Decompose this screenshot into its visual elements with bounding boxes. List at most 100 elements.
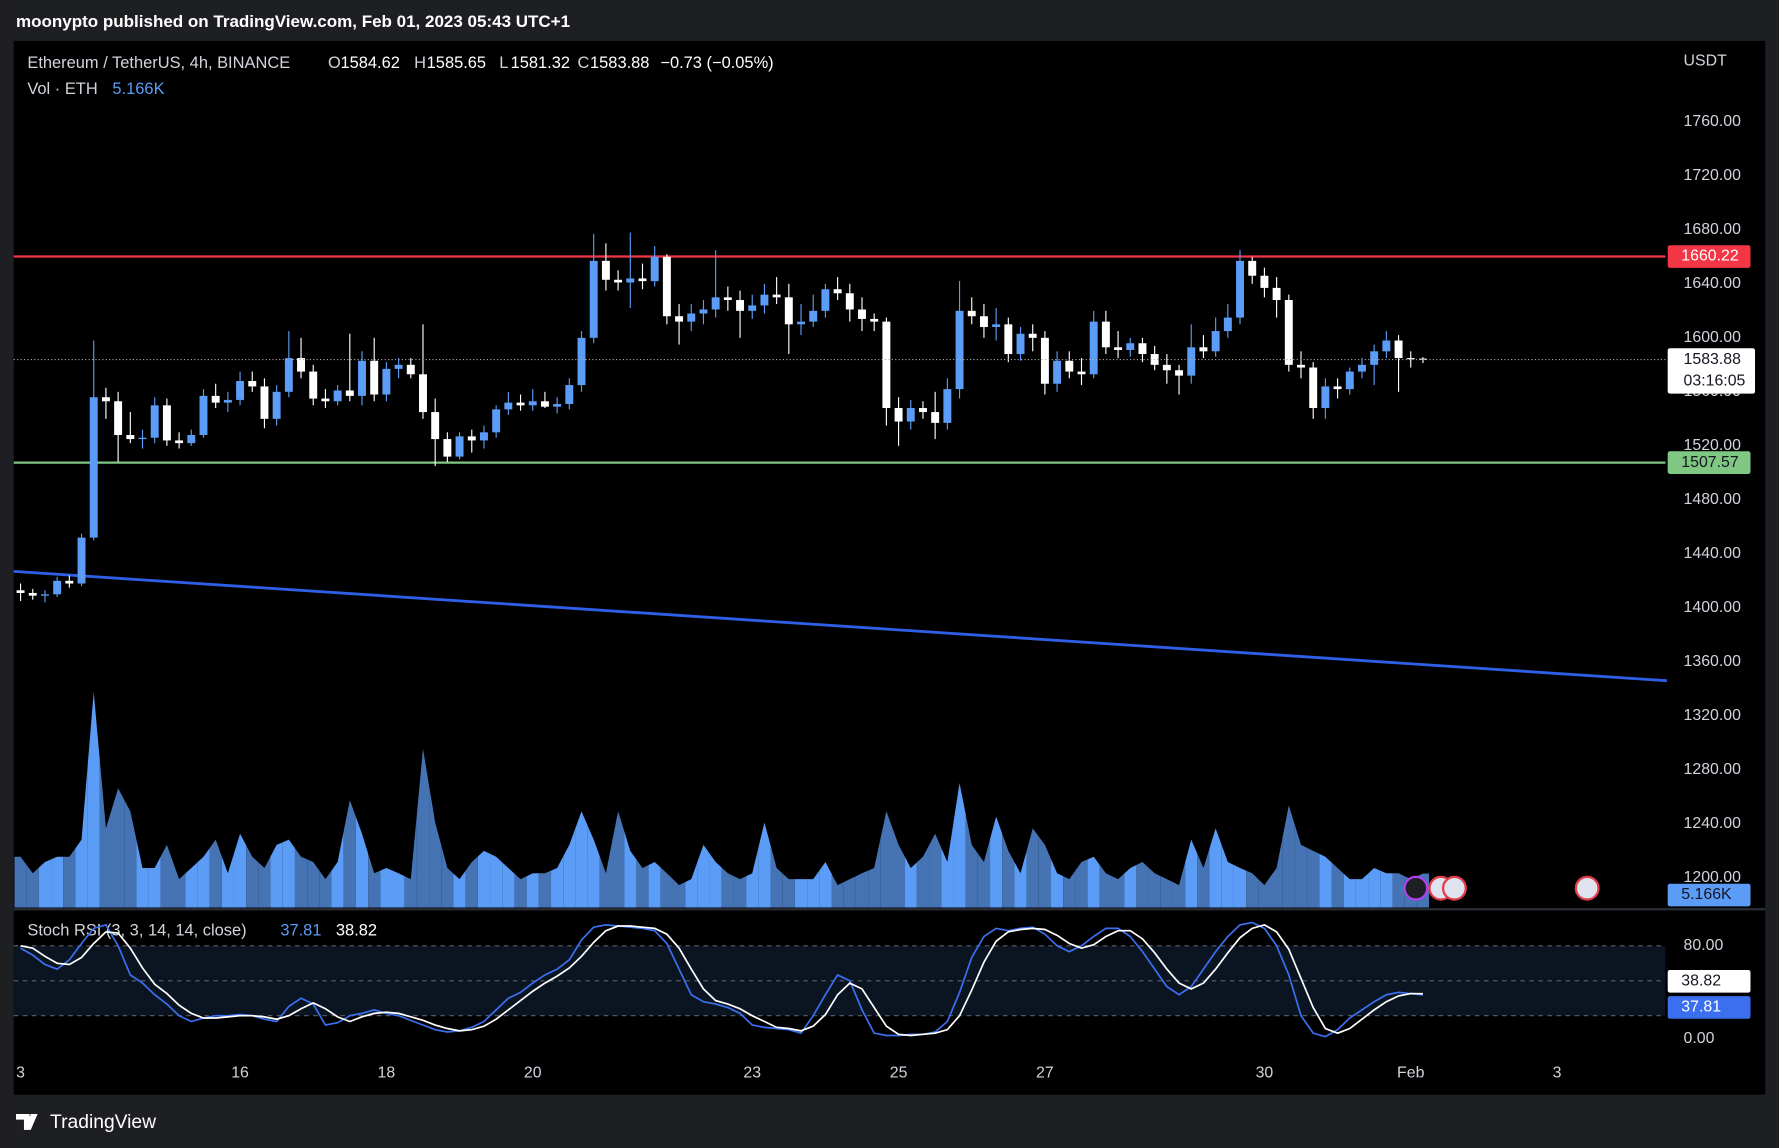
volume-area xyxy=(929,833,942,908)
volume-area xyxy=(526,873,539,908)
candle-body xyxy=(40,594,49,596)
volume-area xyxy=(209,839,222,908)
volume-area xyxy=(1002,833,1015,908)
candle-body xyxy=(553,403,562,407)
candle-body xyxy=(858,309,866,319)
candle-body xyxy=(918,408,927,413)
candle-body xyxy=(223,399,232,403)
candle-body xyxy=(370,360,379,395)
volume-area xyxy=(648,862,661,908)
y-tick-label: 1480.00 xyxy=(1684,491,1742,508)
marks: 1200.00 1240.00 1280.00 1320.00 1360.00 1400.… xyxy=(13,113,1756,1081)
event-icons xyxy=(1403,875,1600,901)
candle-body xyxy=(748,305,757,311)
volume-area xyxy=(880,811,893,908)
volume-area xyxy=(575,811,588,908)
stoch-title: Stoch RSI (3, 3, 14, 14, close) xyxy=(27,922,246,940)
candle-body xyxy=(467,436,476,441)
volume-area xyxy=(1282,805,1295,908)
volume-area xyxy=(282,839,295,908)
volume-area xyxy=(392,870,405,908)
candle-body xyxy=(1358,364,1366,372)
x-tick-label: 3 xyxy=(16,1064,25,1081)
candle-body xyxy=(809,310,818,322)
candle-body xyxy=(1114,347,1123,350)
volume-area xyxy=(1014,850,1027,908)
volume-area xyxy=(587,825,600,908)
volume-area xyxy=(343,800,356,908)
volume-area xyxy=(1343,873,1356,908)
stoch-tick-label: 80.00 xyxy=(1684,937,1724,954)
volume-area xyxy=(246,845,259,908)
y-tick-label: 1360.00 xyxy=(1684,653,1742,670)
volume-area xyxy=(1233,864,1247,908)
candle-body xyxy=(187,435,196,444)
candle-body xyxy=(77,537,86,584)
volume-area xyxy=(733,876,747,908)
volume-area xyxy=(1258,876,1271,908)
candle-body xyxy=(16,590,25,593)
volume-area xyxy=(1099,864,1112,908)
volume-area xyxy=(612,811,625,908)
volume-area xyxy=(441,845,454,908)
candle-body xyxy=(394,364,403,369)
legend-prefix: L xyxy=(499,54,508,72)
volume-area xyxy=(721,867,734,908)
volume-area xyxy=(770,845,783,908)
volume-area xyxy=(1319,853,1332,908)
footer-text: TradingView xyxy=(50,1112,156,1133)
volume-area xyxy=(270,842,283,908)
candle-body xyxy=(1382,340,1391,352)
volume-area xyxy=(294,848,308,908)
candle-body xyxy=(992,324,1001,328)
candle-body xyxy=(1016,333,1025,355)
legend-high: 1585.65 xyxy=(427,54,486,72)
candle-body xyxy=(601,260,610,280)
volume-area xyxy=(368,853,381,908)
volume-area xyxy=(624,831,637,908)
candle-body xyxy=(1089,321,1098,375)
y-tick-label: 1600.00 xyxy=(1684,329,1742,346)
candle-body xyxy=(943,389,952,423)
volume-area xyxy=(782,873,795,908)
candle-body xyxy=(309,371,318,399)
legend-prefix: O xyxy=(328,54,341,72)
volume-area xyxy=(758,822,771,908)
candle-body xyxy=(1284,300,1293,365)
candle-body xyxy=(1138,343,1147,355)
candle-body xyxy=(955,310,964,390)
candle-body xyxy=(650,256,659,282)
volume-area xyxy=(38,859,52,908)
candle-body xyxy=(1101,321,1110,348)
x-tick-label: 18 xyxy=(378,1064,396,1081)
chart-title: Ethereum / TetherUS, 4h, BINANCE xyxy=(27,54,290,72)
candle-body xyxy=(979,316,988,328)
volume-area xyxy=(1038,836,1052,908)
y-tick-label: 1760.00 xyxy=(1684,113,1742,130)
candle-body xyxy=(1077,371,1086,375)
volume-area xyxy=(807,870,820,908)
candle-body xyxy=(504,402,513,410)
candle-body xyxy=(406,364,415,375)
stoch-k-label: 37.81 xyxy=(1681,999,1721,1016)
candle-body xyxy=(1126,343,1135,350)
countdown: 03:16:05 xyxy=(1684,372,1746,389)
y-tick-label: 1280.00 xyxy=(1684,761,1742,778)
volume-area xyxy=(977,839,991,908)
x-tick-label: 30 xyxy=(1256,1064,1274,1081)
candle-body xyxy=(821,289,830,311)
candle-body xyxy=(1223,317,1232,332)
volume-area xyxy=(1355,873,1369,908)
candle-body xyxy=(736,300,745,311)
volume-area xyxy=(319,870,332,908)
volume-area xyxy=(685,862,698,908)
volume-area xyxy=(258,856,271,908)
candle-body xyxy=(967,310,976,317)
volume-area xyxy=(941,822,954,908)
candle-body xyxy=(833,289,842,294)
candle-body xyxy=(870,318,879,322)
volume-area xyxy=(1087,856,1100,908)
candle-body xyxy=(675,316,684,322)
legend-close: 1583.88 xyxy=(590,54,649,72)
y-tick-label: 1520.00 xyxy=(1684,437,1742,454)
